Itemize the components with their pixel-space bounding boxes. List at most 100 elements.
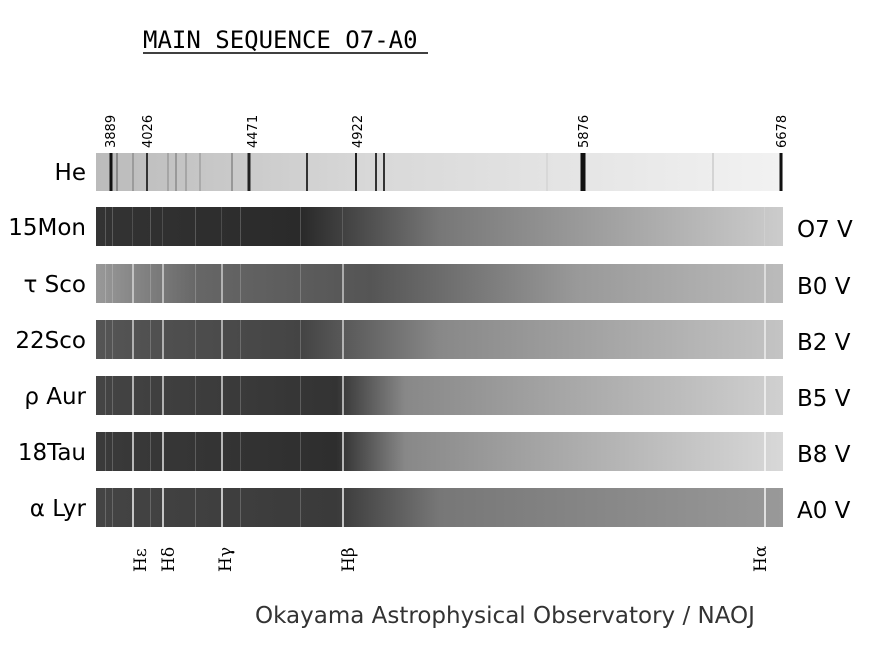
faint-line — [105, 376, 106, 415]
faint-line — [150, 320, 151, 359]
absorption-line — [221, 432, 223, 471]
faint-line — [105, 488, 106, 527]
faint-line — [105, 320, 106, 359]
faint-line — [195, 264, 196, 303]
spectral-type: O7 V — [797, 217, 853, 243]
spectral-type: B2 V — [797, 330, 851, 356]
faint-line — [300, 376, 301, 415]
hydrogen-line-label: Hβ — [339, 547, 359, 572]
faint-line — [105, 207, 106, 246]
faint-line — [195, 320, 196, 359]
absorption-line — [132, 207, 133, 246]
absorption-line — [342, 207, 343, 246]
he-line — [132, 153, 134, 191]
spectral-type: A0 V — [797, 498, 851, 524]
faint-line — [240, 376, 241, 415]
absorption-line — [221, 320, 223, 359]
faint-line — [112, 264, 113, 303]
he-line — [116, 153, 118, 191]
hydrogen-line-label: Hδ — [159, 547, 179, 572]
faint-line — [150, 207, 151, 246]
absorption-line — [221, 488, 223, 527]
faint-line — [112, 207, 113, 246]
faint-line — [195, 376, 196, 415]
he-line — [383, 153, 385, 191]
faint-line — [112, 488, 113, 527]
he-spectrum — [96, 153, 783, 191]
faint-line — [300, 320, 301, 359]
faint-line — [105, 432, 106, 471]
faint-line — [300, 264, 301, 303]
absorption-line — [132, 320, 134, 359]
star-spectrum — [96, 320, 783, 359]
faint-line — [240, 488, 241, 527]
faint-line — [195, 207, 196, 246]
wavelength-label: 4471 — [246, 115, 261, 148]
absorption-line — [342, 488, 344, 527]
absorption-line — [132, 432, 134, 471]
absorption-line — [342, 264, 344, 303]
absorption-line — [221, 376, 223, 415]
reference-label: He — [55, 160, 86, 186]
faint-line — [240, 207, 241, 246]
hydrogen-line-label: Hγ — [216, 547, 236, 572]
he-line — [779, 153, 783, 191]
he-line — [167, 153, 169, 191]
faint-line — [300, 488, 301, 527]
spectral-type: B0 V — [797, 274, 851, 300]
absorption-line — [764, 264, 766, 303]
faint-line — [150, 488, 151, 527]
star-name: 18Tau — [18, 440, 86, 466]
absorption-line — [764, 376, 766, 415]
absorption-line — [162, 432, 164, 471]
absorption-line — [764, 488, 766, 527]
he-line — [185, 153, 187, 191]
star-spectrum — [96, 207, 783, 246]
wavelength-label: 4922 — [351, 115, 366, 148]
absorption-line — [342, 432, 344, 471]
he-line — [306, 153, 308, 191]
star-name: 22Sco — [15, 328, 86, 354]
spectral-type: B5 V — [797, 386, 851, 412]
faint-line — [300, 207, 301, 246]
faint-line — [240, 264, 241, 303]
faint-line — [240, 432, 241, 471]
he-line — [231, 153, 233, 191]
wavelength-label: 6678 — [775, 115, 790, 148]
absorption-line — [162, 320, 164, 359]
he-line — [355, 153, 357, 191]
faint-line — [150, 264, 151, 303]
he-line — [712, 153, 714, 191]
faint-line — [240, 320, 241, 359]
wavelength-label: 3889 — [104, 115, 119, 148]
he-line — [580, 153, 586, 191]
absorption-line — [764, 320, 766, 359]
star-spectrum — [96, 432, 783, 471]
absorption-line — [342, 320, 344, 359]
faint-line — [150, 432, 151, 471]
hydrogen-line-label: Hε — [131, 548, 151, 572]
faint-line — [300, 432, 301, 471]
wavelength-label: 4026 — [141, 115, 156, 148]
absorption-line — [162, 207, 163, 246]
absorption-line — [132, 488, 134, 527]
absorption-line — [221, 264, 223, 303]
he-line — [375, 153, 377, 191]
faint-line — [105, 264, 106, 303]
star-name: 15Mon — [8, 215, 86, 241]
faint-line — [150, 376, 151, 415]
he-line — [247, 153, 251, 191]
absorption-line — [221, 207, 222, 246]
faint-line — [195, 432, 196, 471]
absorption-line — [342, 376, 344, 415]
star-spectrum — [96, 376, 783, 415]
faint-line — [112, 432, 113, 471]
faint-line — [112, 376, 113, 415]
absorption-line — [764, 207, 765, 246]
credit: Okayama Astrophysical Observatory / NAOJ — [255, 603, 755, 629]
absorption-line — [162, 264, 164, 303]
star-name: α Lyr — [30, 496, 87, 522]
faint-line — [112, 320, 113, 359]
hydrogen-line-label: Hα — [751, 545, 771, 572]
